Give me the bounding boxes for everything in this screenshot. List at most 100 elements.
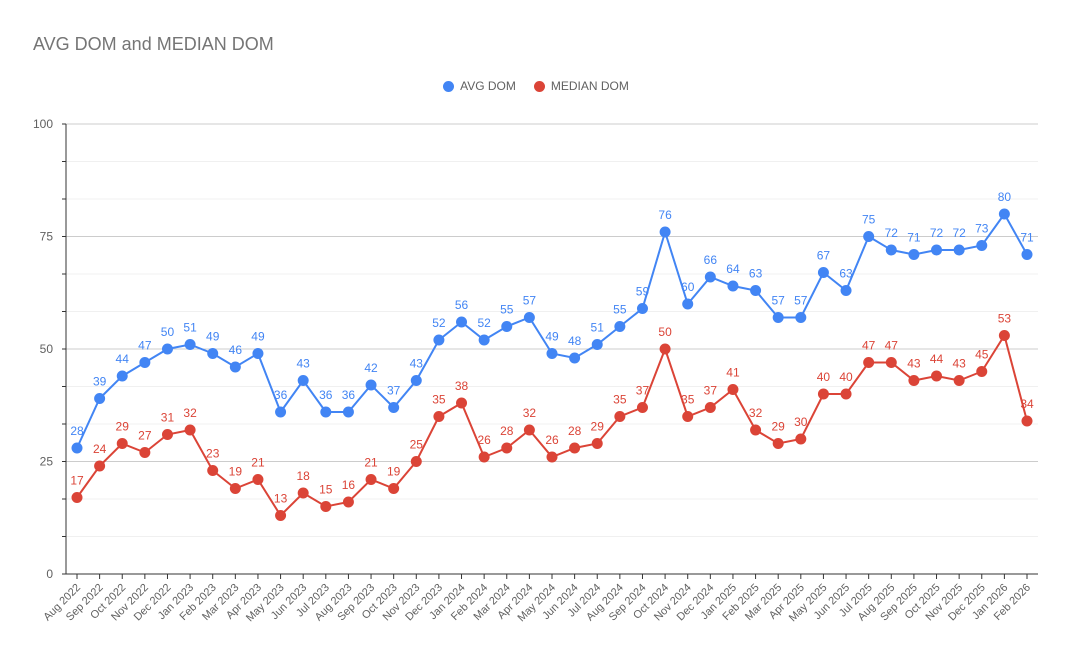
data-label-median-dom: 23 (206, 447, 220, 461)
data-point-median-dom (297, 487, 309, 499)
data-label-avg-dom: 56 (455, 298, 469, 312)
data-point-median-dom (727, 384, 739, 395)
data-point-median-dom (931, 370, 943, 382)
data-point-avg-dom (863, 231, 875, 242)
data-point-median-dom (863, 357, 875, 368)
data-label-median-dom: 19 (229, 465, 243, 479)
data-point-median-dom (410, 456, 422, 467)
data-label-avg-dom: 71 (907, 231, 921, 245)
data-point-median-dom (591, 438, 603, 449)
data-point-avg-dom (704, 271, 716, 283)
data-point-avg-dom (229, 361, 241, 373)
data-label-avg-dom: 52 (477, 316, 491, 330)
data-point-avg-dom (252, 348, 264, 359)
legend-marker-avg (443, 80, 455, 92)
data-point-median-dom (772, 438, 784, 449)
y-tick-label: 0 (46, 567, 53, 581)
data-label-avg-dom: 60 (681, 280, 695, 294)
data-label-median-dom: 41 (726, 366, 740, 380)
data-point-median-dom (139, 447, 151, 458)
data-point-avg-dom (885, 244, 897, 256)
legend-item-avg[interactable]: AVG DOM (443, 79, 516, 93)
data-point-median-dom (207, 465, 219, 476)
data-point-avg-dom (546, 348, 558, 359)
legend-item-median[interactable]: MEDIAN DOM (533, 79, 629, 93)
data-label-median-dom: 21 (251, 456, 265, 470)
data-label-avg-dom: 72 (930, 226, 944, 240)
data-point-median-dom (1021, 415, 1033, 427)
data-point-avg-dom (116, 370, 128, 382)
data-label-avg-dom: 51 (591, 321, 605, 335)
data-label-median-dom: 13 (274, 492, 288, 506)
data-label-median-dom: 43 (907, 357, 921, 371)
data-point-avg-dom (659, 226, 671, 238)
series-line-median-dom (76, 333, 1028, 518)
data-point-median-dom (342, 496, 354, 508)
data-point-median-dom (750, 424, 762, 436)
data-label-median-dom: 26 (545, 433, 559, 447)
data-point-median-dom (908, 375, 920, 386)
data-label-avg-dom: 63 (749, 267, 763, 281)
data-point-avg-dom (953, 244, 965, 256)
data-point-median-dom (229, 483, 241, 494)
data-label-median-dom: 45 (975, 348, 989, 362)
data-label-avg-dom: 71 (1020, 231, 1034, 245)
y-tick-label: 100 (33, 117, 53, 131)
data-point-median-dom (998, 330, 1010, 341)
data-label-avg-dom: 57 (794, 294, 808, 308)
data-point-avg-dom (908, 249, 920, 260)
data-point-median-dom (365, 474, 377, 485)
data-label-median-dom: 34 (1020, 397, 1034, 411)
data-label-median-dom: 32 (183, 406, 197, 420)
data-point-median-dom (116, 438, 128, 449)
data-point-avg-dom (501, 321, 513, 332)
data-point-avg-dom (840, 285, 852, 296)
data-point-avg-dom (591, 339, 603, 350)
data-label-avg-dom: 37 (387, 384, 401, 398)
data-label-avg-dom: 50 (161, 325, 175, 339)
data-label-median-dom: 32 (749, 406, 763, 420)
data-label-median-dom: 47 (885, 339, 899, 353)
data-point-median-dom (388, 483, 400, 494)
data-point-avg-dom (388, 402, 400, 413)
y-tick-label: 50 (40, 342, 54, 356)
data-label-median-dom: 17 (70, 474, 84, 488)
legend-label-median: MEDIAN DOM (550, 79, 629, 93)
data-point-avg-dom (161, 343, 173, 355)
data-label-median-dom: 18 (297, 469, 311, 483)
data-label-avg-dom: 76 (658, 208, 672, 222)
data-point-avg-dom (478, 334, 490, 346)
data-label-median-dom: 24 (93, 442, 107, 456)
data-point-median-dom (546, 451, 558, 463)
data-label-median-dom: 26 (477, 433, 491, 447)
data-point-avg-dom (297, 375, 309, 386)
data-label-avg-dom: 63 (839, 267, 853, 281)
data-label-median-dom: 27 (138, 429, 152, 443)
data-label-median-dom: 30 (794, 415, 808, 429)
data-label-avg-dom: 66 (704, 253, 718, 267)
data-point-median-dom (275, 510, 287, 521)
data-point-avg-dom (750, 285, 762, 296)
data-point-avg-dom (817, 267, 829, 278)
data-point-avg-dom (998, 208, 1010, 220)
data-point-avg-dom (320, 406, 332, 418)
data-point-median-dom (94, 460, 106, 472)
data-point-avg-dom (207, 348, 219, 359)
data-label-avg-dom: 51 (183, 321, 197, 335)
data-point-median-dom (569, 442, 581, 454)
data-label-avg-dom: 73 (975, 222, 989, 236)
data-label-avg-dom: 72 (885, 226, 899, 240)
data-label-median-dom: 29 (116, 420, 130, 434)
data-point-avg-dom (931, 244, 943, 256)
data-label-avg-dom: 36 (342, 388, 356, 402)
data-label-avg-dom: 55 (500, 303, 514, 317)
data-label-avg-dom: 42 (364, 361, 378, 375)
data-point-median-dom (523, 424, 535, 436)
data-point-avg-dom (275, 406, 287, 418)
data-point-median-dom (636, 402, 648, 413)
data-point-avg-dom (139, 357, 151, 368)
data-point-median-dom (456, 397, 468, 409)
data-label-avg-dom: 59 (636, 285, 650, 299)
data-point-avg-dom (184, 339, 196, 350)
data-point-avg-dom (523, 312, 535, 323)
